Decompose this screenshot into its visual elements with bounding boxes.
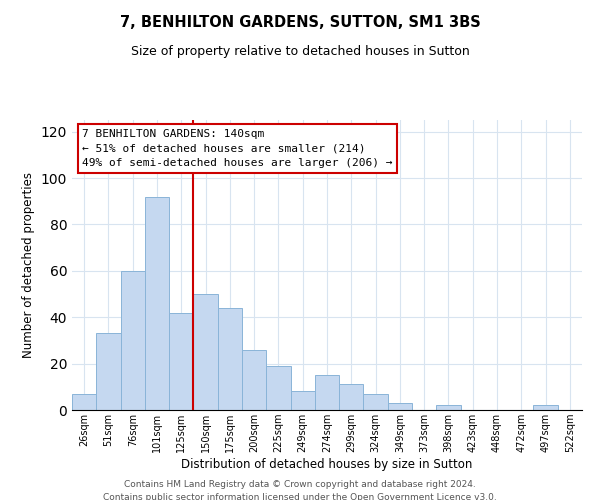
Text: Size of property relative to detached houses in Sutton: Size of property relative to detached ho… [131, 45, 469, 58]
Bar [72, 394, 96, 410]
Bar [169, 312, 193, 410]
Bar [218, 308, 242, 410]
Bar [242, 350, 266, 410]
Bar [339, 384, 364, 410]
Bar [436, 406, 461, 410]
Text: Contains HM Land Registry data © Crown copyright and database right 2024.: Contains HM Land Registry data © Crown c… [124, 480, 476, 489]
Bar [315, 375, 339, 410]
Bar [121, 271, 145, 410]
Text: 7, BENHILTON GARDENS, SUTTON, SM1 3BS: 7, BENHILTON GARDENS, SUTTON, SM1 3BS [119, 15, 481, 30]
Bar [193, 294, 218, 410]
Bar [266, 366, 290, 410]
Bar [533, 406, 558, 410]
X-axis label: Distribution of detached houses by size in Sutton: Distribution of detached houses by size … [181, 458, 473, 471]
Bar [388, 403, 412, 410]
Bar [96, 334, 121, 410]
Text: Contains public sector information licensed under the Open Government Licence v3: Contains public sector information licen… [103, 492, 497, 500]
Bar [145, 196, 169, 410]
Y-axis label: Number of detached properties: Number of detached properties [22, 172, 35, 358]
Bar [290, 392, 315, 410]
Text: 7 BENHILTON GARDENS: 140sqm
← 51% of detached houses are smaller (214)
49% of se: 7 BENHILTON GARDENS: 140sqm ← 51% of det… [82, 128, 392, 168]
Bar [364, 394, 388, 410]
